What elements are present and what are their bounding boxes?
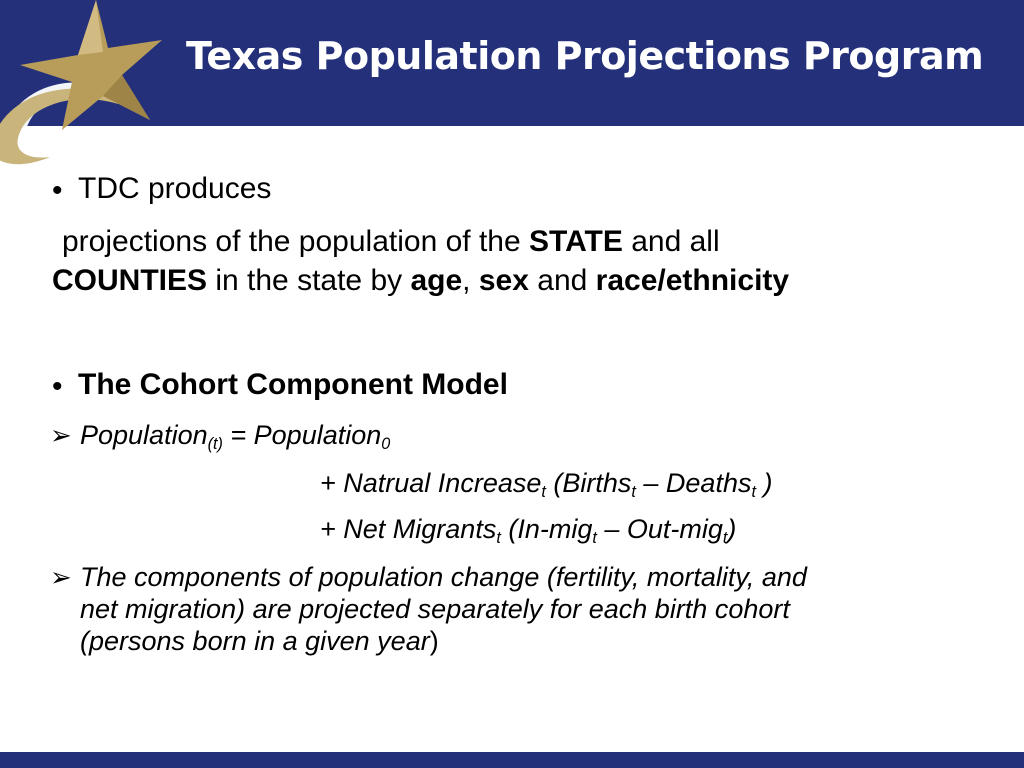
equation-line1: Population(t) = Population0 <box>80 420 391 453</box>
footer-bar <box>0 752 1024 768</box>
components-line1: The components of population change (fer… <box>80 562 807 592</box>
bullet1-line3: COUNTIES in the state by age, sex and ra… <box>52 264 790 297</box>
equation-line3: + Net Migrantst (In-migt – Out-migt) <box>320 514 737 547</box>
header-bar <box>0 0 1024 126</box>
arrowhead-bullet-icon: ➢ <box>50 420 72 450</box>
bullet1-lead: TDC produces <box>78 172 272 205</box>
slide-title: Texas Population Projections Program <box>186 34 984 78</box>
bullet2-label: The Cohort Component Model <box>78 368 508 401</box>
bullet-dot-icon: • <box>52 370 63 403</box>
bullet1-line2: projections of the population of the STA… <box>62 225 720 258</box>
components-line2: net migration) are projected separately … <box>80 594 790 624</box>
equation-line2: + Natrual Increaset (Birthst – Deathst ) <box>320 468 773 501</box>
components-line3: (persons born in a given year) <box>80 626 439 656</box>
arrowhead-bullet-icon: ➢ <box>50 562 72 592</box>
bullet-dot-icon: • <box>52 174 63 207</box>
star-logo-icon <box>0 0 162 165</box>
